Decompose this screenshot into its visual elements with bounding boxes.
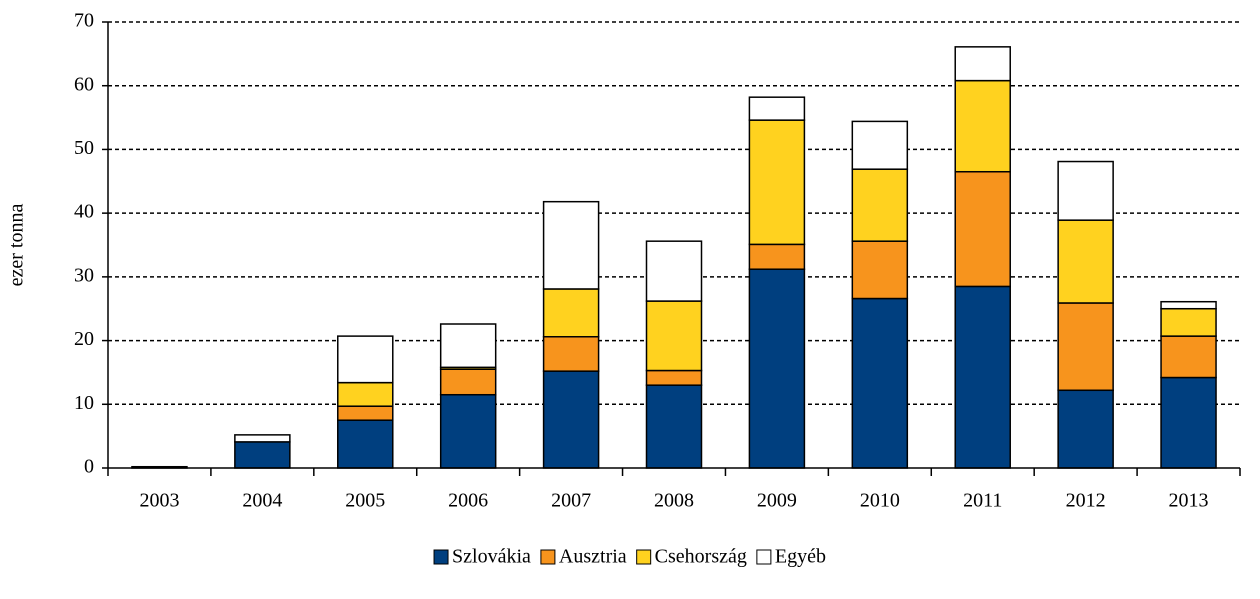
bar-segment [748, 96, 806, 121]
legend-swatch [433, 549, 449, 565]
y-tick-label: 40 [74, 201, 94, 223]
bar-segment [645, 240, 703, 302]
x-tick-label: 2003 [139, 490, 179, 512]
legend-label: Szlovákia [452, 546, 531, 568]
bar-segment [1057, 389, 1114, 469]
x-tick-label: 2006 [448, 490, 488, 512]
bar-segment [954, 285, 1011, 469]
bar-segment [954, 170, 1011, 288]
y-tick-label: 20 [74, 328, 94, 350]
bar-segment [1057, 219, 1114, 304]
bar-segment [542, 288, 600, 338]
bar-segment [954, 46, 1011, 82]
bar-segment [851, 297, 909, 469]
bar-segment [1160, 307, 1217, 337]
x-tick-label: 2012 [1066, 490, 1106, 512]
bar-segment [1057, 302, 1114, 392]
bar-segment [645, 369, 703, 386]
x-tick-label: 2005 [345, 490, 385, 512]
x-tick-label: 2011 [963, 490, 1002, 512]
bar-segment [1160, 335, 1217, 379]
y-axis-label: ezer tonna [6, 204, 28, 287]
bar-segment [439, 323, 497, 369]
bar-segment [1160, 300, 1217, 310]
y-tick-label: 70 [74, 10, 94, 32]
x-tick-label: 2007 [551, 490, 591, 512]
bar-segment [439, 368, 497, 396]
y-tick-label: 10 [74, 392, 94, 414]
x-tick-label: 2009 [757, 490, 797, 512]
bar-segment [954, 79, 1011, 173]
legend-swatch [540, 549, 556, 565]
x-tick-label: 2010 [860, 490, 900, 512]
bar-segment [542, 370, 600, 469]
x-tick-label: 2004 [242, 490, 282, 512]
legend-label: Csehország [655, 546, 747, 568]
bar-segment [542, 200, 600, 290]
bar-segment [439, 393, 497, 469]
legend-swatch [756, 549, 772, 565]
legend-label: Egyéb [775, 546, 826, 568]
bar-segment [851, 240, 909, 300]
x-tick-label: 2013 [1169, 490, 1209, 512]
bar-segment [337, 419, 394, 469]
y-tick-label: 30 [74, 264, 94, 286]
y-tick-label: 0 [84, 456, 94, 478]
legend-label: Ausztria [559, 546, 627, 568]
y-tick-label: 50 [74, 137, 94, 159]
bar-segment [851, 168, 909, 242]
bar-segment [645, 384, 703, 469]
bar-segment [1160, 376, 1217, 469]
bar-segment [1057, 160, 1114, 221]
bar-segment [748, 268, 806, 469]
bar-segment [542, 335, 600, 372]
legend-swatch [636, 549, 652, 565]
bar-segment [234, 434, 291, 443]
bar-segment [851, 120, 909, 170]
bar-segment [234, 441, 291, 469]
bar-segment [645, 300, 703, 372]
bar-segment [748, 243, 806, 270]
x-tick-label: 2008 [654, 490, 694, 512]
y-tick-label: 60 [74, 73, 94, 95]
bar-segment [337, 335, 394, 384]
bar-segment [748, 119, 806, 246]
bar-segment [337, 381, 394, 407]
bar-segment [337, 405, 394, 421]
